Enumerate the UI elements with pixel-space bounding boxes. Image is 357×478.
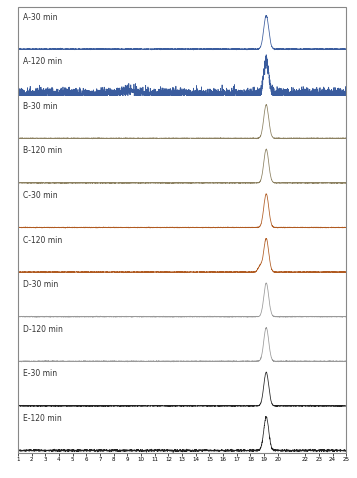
Text: C-120 min: C-120 min xyxy=(23,236,62,245)
Text: D-120 min: D-120 min xyxy=(23,325,62,334)
Text: A-30 min: A-30 min xyxy=(23,12,57,22)
Text: A-120 min: A-120 min xyxy=(23,57,62,66)
Text: B-120 min: B-120 min xyxy=(23,146,62,155)
Text: C-30 min: C-30 min xyxy=(23,191,57,200)
Text: E-30 min: E-30 min xyxy=(23,369,57,378)
Text: D-30 min: D-30 min xyxy=(23,280,58,289)
Text: E-120 min: E-120 min xyxy=(23,414,61,423)
Text: B-30 min: B-30 min xyxy=(23,102,57,111)
